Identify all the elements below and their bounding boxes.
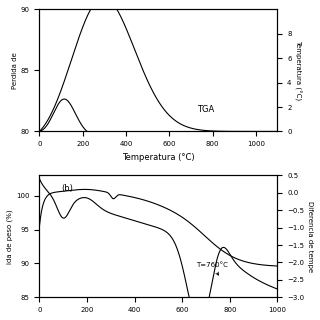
Y-axis label: Temperatura (°C): Temperatura (°C) [294, 40, 302, 100]
Y-axis label: Perdida de: Perdida de [12, 52, 18, 89]
Text: TGA: TGA [197, 105, 215, 114]
X-axis label: Temperatura (°C): Temperatura (°C) [122, 153, 195, 162]
Y-axis label: ida de peso (%): ida de peso (%) [7, 209, 13, 264]
Y-axis label: Diferencia de tempe: Diferencia de tempe [307, 201, 313, 272]
Text: T=760°C: T=760°C [196, 262, 228, 275]
Text: (b): (b) [61, 184, 73, 193]
